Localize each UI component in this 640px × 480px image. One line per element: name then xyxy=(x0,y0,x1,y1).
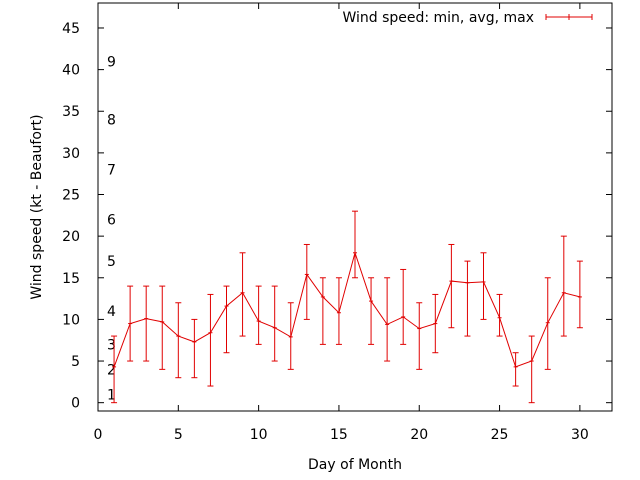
legend: Wind speed: min, avg, max xyxy=(342,10,593,26)
series-line xyxy=(113,251,581,368)
y-tick-label: 20 xyxy=(62,229,80,245)
beaufort-scale-labels: 1 2 3 4 5 6 7 8 9 xyxy=(107,54,116,403)
x-tick-label: 5 xyxy=(174,427,183,443)
axes-layer xyxy=(97,2,613,412)
y-tick-label: 35 xyxy=(62,104,80,120)
beaufort-label: 4 xyxy=(107,304,116,320)
y-axis-label: Wind speed (kt - Beaufort) xyxy=(29,114,45,299)
beaufort-label: 6 xyxy=(107,212,116,228)
x-tick-label: 0 xyxy=(94,427,103,443)
x-tick-label: 10 xyxy=(250,427,268,443)
y-tick-label: 10 xyxy=(62,312,80,328)
x-tick-label: 30 xyxy=(571,427,589,443)
y-tick-label: 5 xyxy=(71,354,80,370)
beaufort-label: 8 xyxy=(107,113,116,129)
x-axis-label: Day of Month xyxy=(308,457,402,473)
beaufort-label: 5 xyxy=(107,254,116,270)
y-tick-label: 0 xyxy=(71,396,80,412)
x-tick-label: 15 xyxy=(330,427,348,443)
y-tick-label: 15 xyxy=(62,271,80,287)
series-layer xyxy=(111,210,583,404)
x-tick-label: 25 xyxy=(491,427,509,443)
beaufort-label: 9 xyxy=(107,54,116,70)
y-tick-label: 45 xyxy=(62,21,80,37)
beaufort-label: 2 xyxy=(107,362,116,378)
beaufort-label: 3 xyxy=(107,337,116,353)
x-tick-label: 20 xyxy=(410,427,428,443)
y-tick-label: 30 xyxy=(62,146,80,162)
y-tick-label: 40 xyxy=(62,63,80,79)
y-tick-label: 25 xyxy=(62,188,80,204)
legend-label: Wind speed: min, avg, max xyxy=(342,10,534,26)
beaufort-label: 1 xyxy=(107,387,116,403)
beaufort-label: 7 xyxy=(107,163,116,179)
plot-frame xyxy=(97,2,613,412)
